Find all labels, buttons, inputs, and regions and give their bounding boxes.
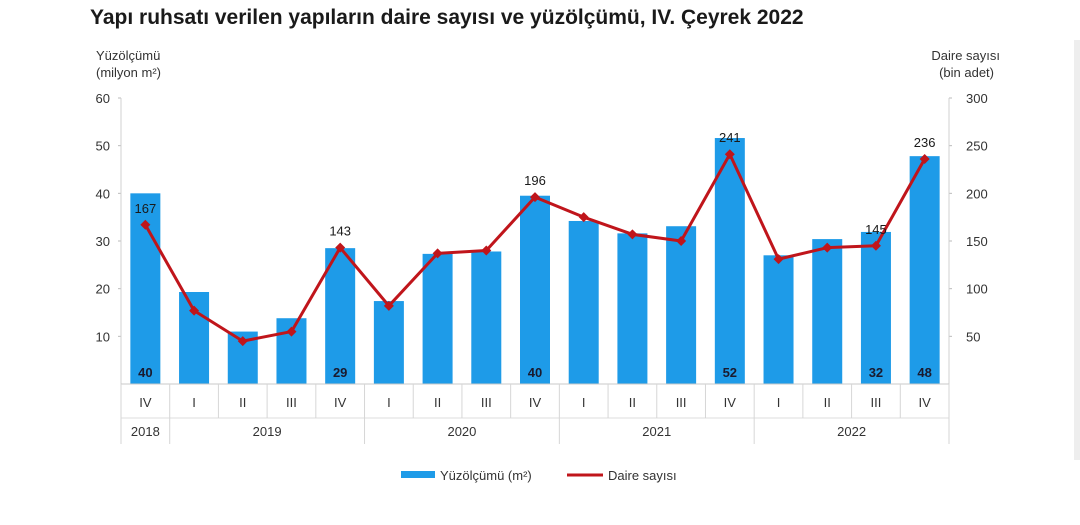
- right-axis-label: Daire sayısı: [931, 48, 1000, 63]
- bar-yuzolcumu: [617, 233, 648, 384]
- line-point-marker: [870, 240, 881, 251]
- left-tick-label: 40: [96, 186, 110, 201]
- line-value-label: 196: [524, 173, 546, 188]
- right-tick-label: 300: [966, 91, 988, 106]
- x-tick-label-quarter: IV: [918, 395, 931, 410]
- right-axis-label: (bin adet): [939, 65, 994, 80]
- left-tick-label: 60: [96, 91, 110, 106]
- bar-yuzolcumu: [422, 253, 453, 384]
- bar-value-label: 52: [723, 365, 737, 380]
- x-tick-label-year: 2019: [253, 424, 282, 439]
- line-point-marker: [140, 219, 151, 230]
- line-point-marker: [481, 245, 492, 256]
- bar-value-label: 32: [869, 365, 883, 380]
- right-tick-label: 200: [966, 186, 988, 201]
- line-point-marker: [383, 300, 394, 311]
- bar-yuzolcumu: [909, 156, 940, 384]
- line-point-marker: [773, 254, 784, 265]
- x-tick-label-quarter: I: [582, 395, 586, 410]
- line-point-marker: [189, 305, 200, 316]
- x-tick-label-quarter: III: [481, 395, 492, 410]
- chart-title: Yapı ruhsatı verilen yapıların daire say…: [90, 6, 804, 29]
- x-tick-label-quarter: II: [434, 395, 441, 410]
- x-tick-label-quarter: I: [387, 395, 391, 410]
- line-value-label: 145: [865, 222, 887, 237]
- line-value-label: 143: [329, 224, 351, 239]
- bar-value-label: 40: [138, 365, 152, 380]
- line-value-label: 236: [914, 135, 936, 150]
- bar-yuzolcumu: [568, 220, 599, 384]
- line-point-marker: [432, 248, 443, 259]
- x-tick-label-quarter: I: [777, 395, 781, 410]
- x-tick-label-quarter: I: [192, 395, 196, 410]
- x-tick-label-quarter: IV: [334, 395, 347, 410]
- x-tick-label-quarter: IV: [529, 395, 542, 410]
- bar-yuzolcumu: [325, 248, 356, 384]
- x-tick-label-quarter: III: [286, 395, 297, 410]
- x-tick-label-year: 2020: [447, 424, 476, 439]
- left-tick-label: 30: [96, 234, 110, 249]
- line-point-marker: [919, 154, 930, 165]
- line-point-marker: [822, 242, 833, 253]
- bar-yuzolcumu: [763, 255, 794, 384]
- right-tick-label: 250: [966, 139, 988, 154]
- bar-yuzolcumu: [860, 231, 891, 384]
- left-tick-label: 20: [96, 282, 110, 297]
- x-tick-label-year: 2021: [642, 424, 671, 439]
- right-tick-label: 50: [966, 329, 980, 344]
- line-point-marker: [286, 326, 297, 337]
- bar-value-label: 48: [917, 365, 931, 380]
- line-point-marker: [530, 192, 540, 203]
- legend-label-line: Daire sayısı: [608, 468, 677, 483]
- line-value-label: 241: [719, 130, 741, 145]
- line-point-marker: [676, 236, 687, 246]
- bar-yuzolcumu: [471, 251, 502, 384]
- x-tick-label-quarter: IV: [139, 395, 152, 410]
- x-tick-label-quarter: III: [676, 395, 687, 410]
- right-tick-label: 150: [966, 234, 988, 249]
- bar-yuzolcumu: [666, 226, 697, 384]
- x-tick-label-quarter: II: [824, 395, 831, 410]
- line-point-marker: [627, 229, 638, 240]
- legend-label-bar: Yüzölçümü (m²): [440, 468, 532, 483]
- left-tick-label: 50: [96, 139, 110, 154]
- x-tick-label-quarter: IV: [724, 395, 737, 410]
- bar-yuzolcumu: [373, 301, 404, 384]
- left-axis-label: Yüzölçümü: [96, 48, 160, 63]
- right-tick-label: 100: [966, 282, 988, 297]
- x-tick-label-quarter: II: [239, 395, 246, 410]
- line-point-marker: [237, 336, 248, 347]
- bar-value-label: 29: [333, 365, 347, 380]
- legend-swatch-bar: [401, 471, 435, 478]
- x-tick-label-year: 2018: [131, 424, 160, 439]
- left-axis-label: (milyon m²): [96, 65, 161, 80]
- x-tick-label-quarter: III: [871, 395, 882, 410]
- x-tick-label-year: 2022: [837, 424, 866, 439]
- line-point-marker: [578, 212, 589, 223]
- right-edge-shade: [1074, 40, 1080, 460]
- line-point-marker: [724, 149, 735, 160]
- line-point-marker: [335, 242, 346, 253]
- bar-value-label: 40: [528, 365, 542, 380]
- x-tick-label-quarter: II: [629, 395, 636, 410]
- left-tick-label: 10: [96, 329, 110, 344]
- line-value-label: 167: [135, 201, 157, 216]
- bar-yuzolcumu: [520, 195, 550, 384]
- bar-yuzolcumu: [812, 239, 843, 384]
